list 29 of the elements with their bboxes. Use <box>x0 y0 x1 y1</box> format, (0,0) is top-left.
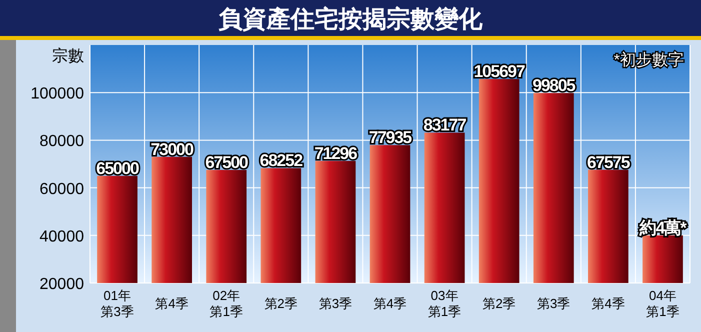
data-label: 68252 <box>260 151 303 170</box>
data-label: 71296 <box>314 144 358 163</box>
x-tick-label: 第2季 <box>264 296 298 311</box>
data-label: 105697 <box>474 62 525 82</box>
x-tick-label: 第4季 <box>373 296 407 311</box>
y-tick-label: 60000 <box>40 180 84 198</box>
y-axis-title: 宗數 <box>52 47 84 65</box>
y-tick-label: 40000 <box>40 228 84 246</box>
x-tick-label: 第3季 <box>318 296 352 311</box>
x-tick-label: 第4季 <box>155 296 188 311</box>
x-tick-label: 第4季 <box>592 296 625 311</box>
x-tick-label: 01年第3季 <box>100 288 134 319</box>
annotation: *初步數字 <box>614 51 684 69</box>
data-label: 67575 <box>587 152 630 172</box>
data-label: 83177 <box>423 116 466 135</box>
x-tick-label: 02年第1季 <box>210 288 243 319</box>
y-tick-label: 20000 <box>40 276 84 293</box>
data-label: 65000 <box>96 158 139 178</box>
x-tick-label: 04年第1季 <box>646 288 680 319</box>
x-tick-label: 第2季 <box>482 296 516 311</box>
y-tick-label: 80000 <box>40 133 84 150</box>
y-tick-label: 100000 <box>30 86 84 103</box>
data-label: 67500 <box>205 152 248 172</box>
x-tick-label: 第3季 <box>537 296 570 311</box>
data-label: 73000 <box>150 140 194 159</box>
chart-title: 負資產住宅按揭宗數變化 <box>218 5 484 33</box>
data-label: 約4萬* <box>638 218 688 238</box>
x-tick-label: 03年第1季 <box>428 288 462 319</box>
data-label: 99805 <box>532 76 576 96</box>
